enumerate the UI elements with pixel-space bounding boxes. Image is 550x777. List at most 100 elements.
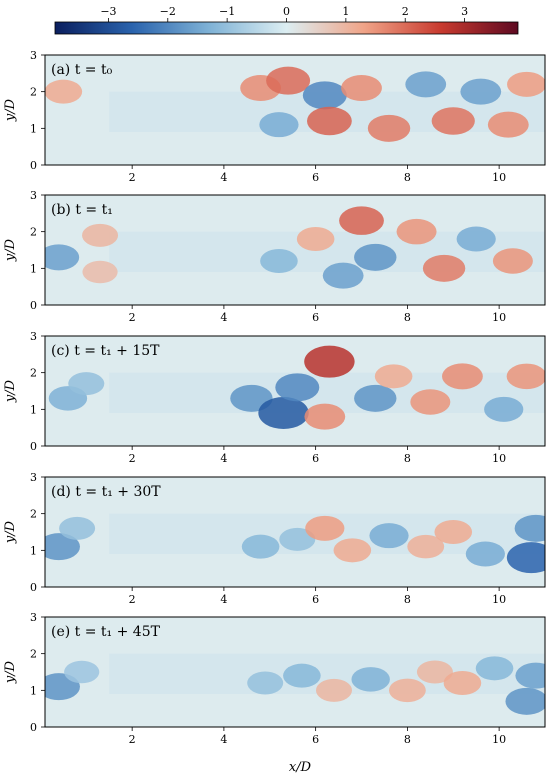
- vorticity-blob: [305, 515, 345, 541]
- vorticity-blob: [416, 660, 453, 684]
- colorbar: −3 −2 −1 0 1 2 3: [54, 5, 519, 35]
- vorticity-blob: [484, 396, 524, 422]
- vorticity-blob: [247, 671, 284, 695]
- vorticity-blob: [354, 384, 397, 412]
- vorticity-blob: [506, 542, 545, 574]
- vorticity-blob: [45, 79, 83, 104]
- panel-b: 2 4 6 8 10 0 1 2 3 y/D (b) t = t₁: [3, 189, 546, 324]
- y-tick-label: 1: [30, 262, 37, 275]
- x-tick-label: 4: [220, 311, 227, 324]
- x-tick-label: 2: [129, 452, 136, 465]
- x-tick-label: 8: [404, 593, 411, 606]
- vorticity-blob: [506, 363, 545, 390]
- vorticity-blob: [260, 249, 298, 273]
- panel-frame: [44, 476, 546, 588]
- x-tick-label: 2: [129, 171, 136, 184]
- vorticity-blob: [351, 667, 390, 692]
- panel-e: 2 4 6 8 10 0 1 2 3 y/D (e) t = t₁ + 45T: [3, 611, 546, 746]
- vorticity-blob: [456, 226, 496, 252]
- panel-label: (a) t = t₀: [51, 62, 113, 78]
- vorticity-blob: [64, 660, 100, 684]
- x-tick-label: 6: [312, 733, 319, 746]
- y-tick-label: 3: [30, 330, 37, 343]
- vorticity-blob: [492, 248, 533, 274]
- heatmap-field: [45, 55, 545, 165]
- x-tick-label: 2: [129, 733, 136, 746]
- x-tick-label: 4: [220, 452, 227, 465]
- vorticity-blob: [514, 514, 545, 542]
- panels: 2 4 6 8 10 0 1 2 3 y/D (a) t = t₀ 2 4 6 8 10 0 1 2 3 y/D (b) …: [3, 49, 546, 746]
- x-tick-label: 4: [220, 733, 227, 746]
- panel-frame: [44, 616, 546, 728]
- vorticity-blob: [431, 107, 475, 135]
- x-tick-label: 10: [492, 733, 506, 746]
- colorbar-tick-label: 1: [342, 5, 349, 18]
- vorticity-blob: [367, 114, 411, 142]
- vorticity-blob: [507, 71, 545, 97]
- vorticity-blob: [410, 389, 451, 415]
- y-axis-label: y/D: [3, 660, 18, 684]
- y-axis-label: y/D: [3, 379, 18, 403]
- y-tick-label: 0: [30, 721, 37, 734]
- vorticity-blob: [442, 363, 483, 390]
- panel-frame: [44, 194, 546, 306]
- vorticity-blob: [322, 262, 364, 289]
- vorticity-blob: [259, 112, 299, 138]
- y-tick-label: 0: [30, 299, 37, 312]
- vorticity-blob: [515, 662, 545, 689]
- vorticity-blob: [407, 534, 445, 559]
- x-tick-label: 4: [220, 593, 227, 606]
- vorticity-blob: [315, 678, 352, 702]
- colorbar-tick-label: −1: [219, 5, 235, 18]
- vorticity-blob: [396, 218, 437, 245]
- vorticity-blob: [422, 254, 466, 282]
- y-tick-label: 3: [30, 189, 37, 202]
- vorticity-blob: [266, 66, 311, 95]
- x-tick-label: 6: [312, 593, 319, 606]
- heatmap-field: [45, 617, 545, 727]
- vorticity-blob: [465, 541, 505, 567]
- vorticity-blob: [354, 243, 397, 271]
- vorticity-blob: [460, 78, 502, 105]
- x-tick-label: 2: [129, 593, 136, 606]
- y-tick-label: 2: [30, 226, 37, 239]
- x-tick-label: 6: [312, 452, 319, 465]
- panel-label: (d) t = t₁ + 30T: [51, 484, 161, 500]
- panel-d: 2 4 6 8 10 0 1 2 3 y/D (d) t = t₁ + 30T: [3, 471, 546, 606]
- y-tick-label: 2: [30, 367, 37, 380]
- x-tick-label: 4: [220, 171, 227, 184]
- heatmap-background: [45, 195, 545, 305]
- x-tick-label: 2: [129, 311, 136, 324]
- vorticity-blob: [296, 227, 335, 251]
- vorticity-blob: [275, 373, 320, 402]
- vorticity-blob: [258, 397, 309, 429]
- x-tick-label: 10: [492, 593, 506, 606]
- y-tick-label: 2: [30, 648, 37, 661]
- vorticity-blob: [369, 523, 409, 549]
- vorticity-blob: [82, 260, 118, 284]
- y-tick-label: 2: [30, 86, 37, 99]
- vorticity-blob: [241, 534, 280, 559]
- y-tick-label: 1: [30, 544, 37, 557]
- panel-frame: [44, 54, 546, 166]
- x-tick-label: 6: [312, 171, 319, 184]
- vorticity-blob: [487, 111, 529, 138]
- x-tick-label: 8: [404, 452, 411, 465]
- vorticity-blob: [279, 527, 316, 551]
- vorticity-blob: [339, 206, 384, 235]
- vorticity-blob: [45, 533, 80, 561]
- x-axis-label: x/D: [289, 760, 312, 775]
- x-tick-label: 8: [404, 311, 411, 324]
- panel-c: 2 4 6 8 10 0 1 2 3 y/D (c) t = t₁ + 15T: [3, 330, 546, 465]
- vorticity-blob: [333, 538, 372, 563]
- vorticity-blob: [304, 403, 346, 430]
- vorticity-blob: [59, 516, 96, 540]
- vorticity-blob: [68, 372, 105, 396]
- x-tick-label: 10: [492, 311, 506, 324]
- colorbar-bar: [54, 21, 519, 35]
- panel-label: (b) t = t₁: [51, 202, 113, 218]
- x-tick-label: 10: [492, 171, 506, 184]
- panel-frame: [44, 335, 546, 447]
- x-tick-label: 6: [312, 311, 319, 324]
